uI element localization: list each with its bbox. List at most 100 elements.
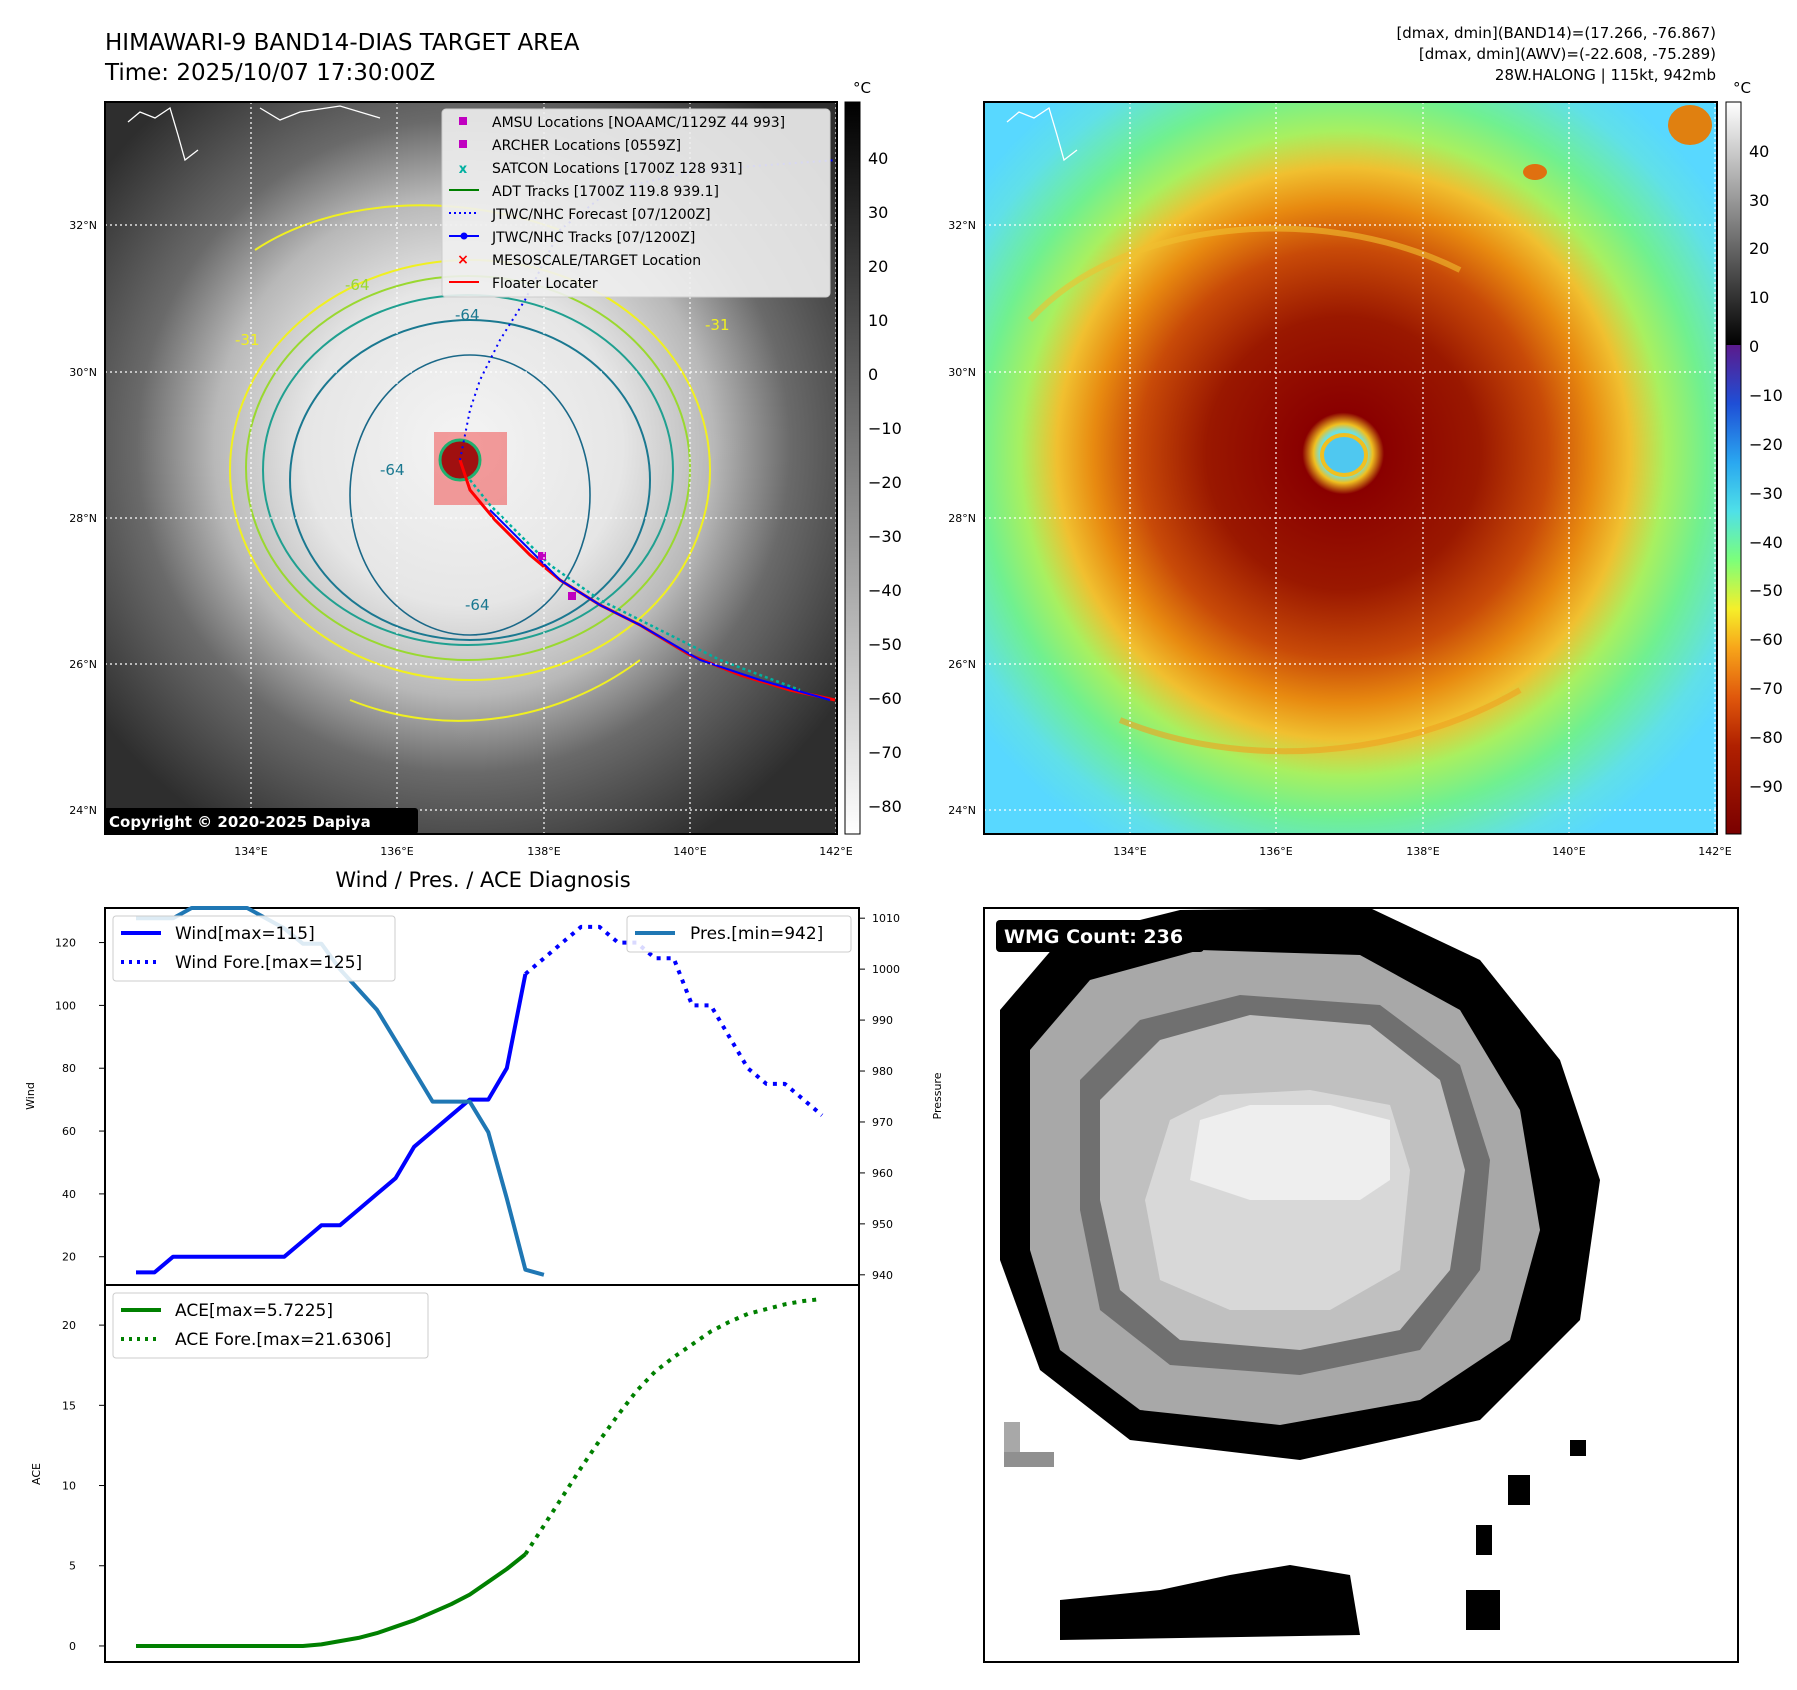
wmg-frame	[983, 907, 1739, 1663]
color-colorbar-tick: −30	[1749, 484, 1783, 503]
color-colorbar-tick: −20	[1749, 435, 1783, 454]
wind-tick-label: 60	[62, 1125, 76, 1138]
lat-label: 26°N	[948, 658, 976, 671]
gray-colorbar-tick: −70	[868, 743, 902, 762]
gray-colorbar-tick: 30	[868, 203, 888, 222]
map-legend: AMSU Locations [NOAAMC/1129Z 44 993] ARC…	[441, 108, 831, 298]
gray-colorbar-tick: −30	[868, 527, 902, 546]
amsu-marker	[538, 552, 546, 560]
gray-colorbar-tick: 10	[868, 311, 888, 330]
coastline-honshu	[259, 105, 381, 121]
jtwc-track	[489, 509, 831, 701]
contour-label: -31	[235, 331, 260, 349]
copyright-text: Copyright © 2020-2025 Dapiya	[109, 813, 371, 831]
pressure-tick-label: 960	[872, 1167, 893, 1180]
wind-legend-item: Wind[max=115]	[175, 924, 315, 944]
wmg-raster	[1000, 908, 1600, 1640]
gray-colorbar-unit: °C	[853, 79, 871, 97]
ace-left-ticks: 20 15 10 5 0	[62, 1319, 105, 1653]
wind-right-ticks: 1010 1000 990 980 970 960 950 940	[859, 912, 900, 1282]
archer-marker	[568, 592, 576, 600]
gray-colorbar-gradient	[844, 101, 861, 835]
lon-label: 138°E	[1406, 845, 1439, 858]
coastline-kyushu	[127, 106, 199, 162]
gray-colorbar-tick: 20	[868, 257, 888, 276]
pressure-legend-item: Pres.[min=942]	[690, 924, 823, 944]
ace-tick-label: 15	[62, 1399, 76, 1412]
color-colorbar-frame	[1725, 101, 1742, 835]
lon-label: 140°E	[673, 845, 706, 858]
legend-item: AMSU Locations [NOAAMC/1129Z 44 993]	[492, 115, 785, 131]
left-map-frame	[104, 101, 838, 835]
wmg-panel: WMG Count: 236	[983, 907, 1739, 1663]
wmg-patch	[1570, 1440, 1586, 1456]
contour-label: -64	[380, 461, 405, 479]
lat-label: 30°N	[948, 366, 976, 379]
gray-colorbar-tick: −60	[868, 689, 902, 708]
contour-label: -64	[465, 596, 490, 614]
ace-series-line	[136, 1552, 527, 1648]
pressure-tick-label: 1000	[872, 963, 900, 976]
pressure-tick-label: 1010	[872, 912, 900, 925]
color-colorbar-tick: −70	[1749, 679, 1783, 698]
right-map-frame	[983, 101, 1718, 835]
lon-label: 136°E	[380, 845, 413, 858]
wmg-patch	[1466, 1590, 1500, 1630]
wmg-south-band	[1060, 1565, 1360, 1640]
lat-label: 32°N	[69, 219, 97, 232]
wmg-eye-bright	[1190, 1105, 1390, 1200]
lon-label: 134°E	[234, 845, 267, 858]
ace-chart-lines	[136, 1297, 823, 1648]
wmg-patch	[1476, 1525, 1492, 1555]
lon-label: 134°E	[1113, 845, 1146, 858]
wmg-patch	[1004, 1452, 1054, 1467]
color-colorbar-tick: −80	[1749, 728, 1783, 747]
lat-label: 24°N	[948, 804, 976, 817]
pressure-tick-label: 990	[872, 1014, 893, 1027]
contour-label: -31	[705, 316, 730, 334]
wind-tick-label: 80	[62, 1062, 76, 1075]
gray-colorbar-tick: −80	[868, 797, 902, 816]
wind-axis-label: Wind	[24, 1082, 37, 1110]
legend-dot-marker	[460, 232, 468, 240]
contour-label: -64	[455, 306, 480, 324]
outer-band-south	[1118, 687, 1522, 755]
coastline-kyushu	[1006, 106, 1078, 162]
lon-label: 142°E	[819, 845, 852, 858]
contour-label: -64	[345, 276, 370, 294]
ace-forecast-series-line	[523, 1297, 823, 1556]
wind-tick-label: 40	[62, 1188, 76, 1201]
nw-cloud-feature	[1668, 105, 1712, 145]
color-colorbar-tick: −40	[1749, 533, 1783, 552]
gray-colorbar-tick: −10	[868, 419, 902, 438]
lon-label: 136°E	[1259, 845, 1292, 858]
lon-label: 142°E	[1698, 845, 1731, 858]
lat-label: 30°N	[69, 366, 97, 379]
ace-legend-item: ACE Fore.[max=21.6306]	[175, 1330, 391, 1350]
color-colorbar-tick: −10	[1749, 386, 1783, 405]
lon-label: 140°E	[1552, 845, 1585, 858]
ir-color-map: 32°N 30°N 28°N 26°N 24°N 134°E 136°E 138…	[948, 101, 1732, 858]
legend-item: JTWC/NHC Forecast [07/1200Z]	[491, 207, 711, 223]
contour-core	[349, 354, 591, 636]
gray-colorbar-tick: 40	[868, 149, 888, 168]
color-colorbar-tick: −50	[1749, 581, 1783, 600]
color-colorbar-lower	[1726, 345, 1741, 834]
pressure-axis-label: Pressure	[931, 1072, 944, 1119]
lat-label: 28°N	[69, 512, 97, 525]
wind-tick-label: 20	[62, 1251, 76, 1264]
lat-label: 24°N	[69, 804, 97, 817]
legend-square-marker	[459, 117, 467, 125]
ace-legend-item: ACE[max=5.7225]	[175, 1301, 333, 1321]
contour-inner-64	[289, 319, 651, 641]
info-band14: [dmax, dmin](BAND14)=(17.266, -76.867)	[1396, 24, 1716, 42]
lat-label: 28°N	[948, 512, 976, 525]
wmg-patch	[1004, 1422, 1020, 1452]
eye-feature	[1320, 433, 1368, 477]
ace-tick-label: 20	[62, 1319, 76, 1332]
color-colorbar-tick: 10	[1749, 288, 1769, 307]
color-colorbar-tick: −60	[1749, 630, 1783, 649]
legend-item: SATCON Locations [1700Z 128 931]	[492, 161, 743, 177]
gray-colorbar: °C 40 30 20 10 0 −10 −20 −30 −40 −50 −60…	[844, 79, 902, 835]
wmg-count: WMG Count: 236	[1004, 926, 1183, 948]
